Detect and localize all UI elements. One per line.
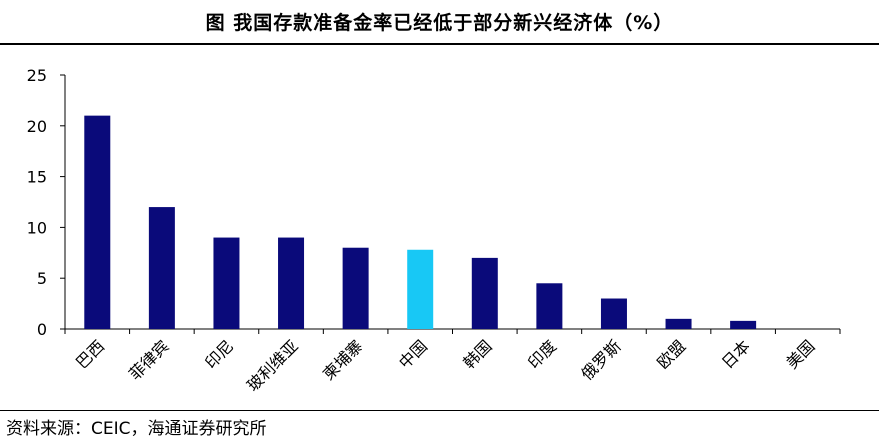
bars xyxy=(84,115,757,329)
bar xyxy=(471,257,498,329)
bar xyxy=(278,237,305,329)
bar xyxy=(342,247,369,329)
y-tick-label: 0 xyxy=(37,320,47,339)
bar xyxy=(148,207,175,329)
y-tick-label: 20 xyxy=(27,117,47,136)
x-tick-label: 美国 xyxy=(782,336,818,372)
x-tick-label: 日本 xyxy=(718,336,754,372)
x-tick-label: 巴西 xyxy=(72,336,108,372)
y-tick-label: 25 xyxy=(27,66,47,85)
x-tick-label: 玻利维亚 xyxy=(243,336,302,395)
bar xyxy=(665,318,692,329)
x-tick-label: 俄罗斯 xyxy=(577,336,624,383)
source-note: 资料来源：CEIC，海通证券研究所 xyxy=(6,419,267,439)
chart-title: 图 我国存款准备金率已经低于部分新兴经济体（%） xyxy=(205,12,674,34)
x-tick-label: 中国 xyxy=(395,336,431,372)
source-divider xyxy=(0,410,879,411)
bar xyxy=(213,237,240,329)
bar xyxy=(730,320,757,329)
x-tick-label: 柬埔寨 xyxy=(319,336,366,383)
y-tick-label: 5 xyxy=(37,269,47,288)
bar xyxy=(407,249,434,329)
x-tick-label: 印尼 xyxy=(201,336,237,372)
title-divider xyxy=(0,43,879,45)
bar xyxy=(536,283,563,329)
x-tick-label: 韩国 xyxy=(460,336,496,372)
bar xyxy=(84,115,111,329)
y-tick-label: 10 xyxy=(27,218,47,237)
y-axis: 0 5 10 15 20 25 xyxy=(27,66,66,339)
y-tick-label: 15 xyxy=(27,168,47,187)
x-axis: 巴西 菲律宾 印尼 玻利维亚 柬埔寨 中国 韩国 印度 俄罗斯 欧盟 日本 美国 xyxy=(64,328,841,395)
bar xyxy=(600,298,627,329)
x-tick-label: 欧盟 xyxy=(653,336,689,372)
x-tick-label: 菲律宾 xyxy=(125,336,172,383)
x-tick-label: 印度 xyxy=(524,336,560,372)
